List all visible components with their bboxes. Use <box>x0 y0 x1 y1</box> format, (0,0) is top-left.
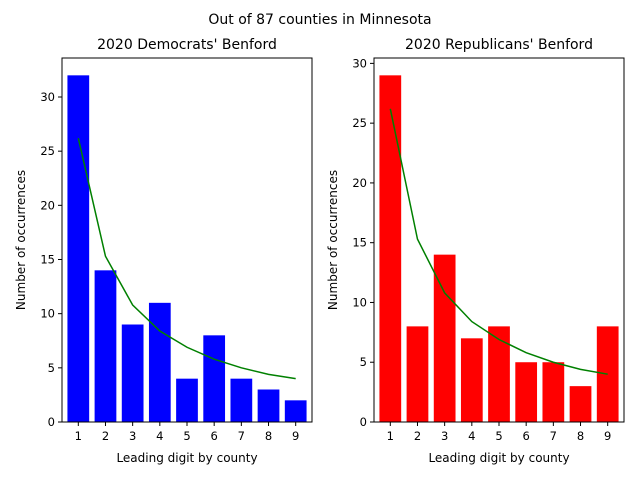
bar <box>203 335 226 422</box>
x-axis-label: Leading digit by county <box>116 451 257 465</box>
series-line <box>77 137 296 380</box>
series-line <box>389 108 608 375</box>
bar <box>94 270 117 422</box>
chart-title: 2020 Republicans' Benford <box>405 37 593 53</box>
y-tick-label: 0 <box>360 415 367 429</box>
y-tick-label: 30 <box>352 56 367 70</box>
x-tick-label: 5 <box>495 429 502 443</box>
x-tick-label: 1 <box>75 429 82 443</box>
bar <box>230 378 253 422</box>
x-tick-label: 7 <box>550 429 557 443</box>
x-tick-label: 7 <box>238 429 245 443</box>
x-tick-label: 8 <box>577 429 584 443</box>
y-tick-label: 10 <box>40 307 55 321</box>
y-tick-label: 5 <box>360 355 367 369</box>
chart-republicans: 2020 Republicans' Benford Leading digit … <box>326 37 625 465</box>
x-tick-label: 8 <box>265 429 272 443</box>
x-axis-label: Leading digit by county <box>428 451 569 465</box>
bar <box>433 254 456 422</box>
bar <box>515 362 538 422</box>
y-tick-label: 10 <box>352 295 367 309</box>
bar <box>176 378 198 422</box>
y-tick-label: 5 <box>48 361 55 375</box>
x-tick-label: 3 <box>441 429 448 443</box>
bar <box>488 326 510 422</box>
x-tick-label: 4 <box>156 429 163 443</box>
x-tick-label: 2 <box>414 429 421 443</box>
y-tick-label: 15 <box>40 253 55 267</box>
bar <box>569 386 592 422</box>
x-tick-label: 6 <box>523 429 530 443</box>
x-tick-label: 3 <box>129 429 136 443</box>
bar <box>542 362 565 422</box>
bar <box>121 324 144 422</box>
bar <box>257 389 280 422</box>
x-tick-label: 6 <box>211 429 218 443</box>
bar <box>284 400 307 422</box>
y-axis-label: Number of occurrences <box>326 170 340 310</box>
bar <box>67 75 90 422</box>
x-tick-label: 2 <box>102 429 109 443</box>
x-tick-label: 5 <box>183 429 190 443</box>
bar <box>406 326 429 422</box>
y-tick-label: 25 <box>40 144 55 158</box>
y-tick-label: 20 <box>40 198 55 212</box>
y-tick-label: 0 <box>48 415 55 429</box>
bar <box>148 302 171 422</box>
plot-area: 1 2 3 4 5 6 7 8 9 0 5 10 15 20 25 30 <box>40 57 313 443</box>
x-tick-label: 1 <box>387 429 394 443</box>
y-axis-label: Number of occurrences <box>14 170 28 310</box>
y-tick-label: 25 <box>352 116 367 130</box>
bar <box>460 338 483 422</box>
plot-area: 1 2 3 4 5 6 7 8 9 0 5 10 15 20 25 30 <box>352 56 625 443</box>
y-tick-label: 30 <box>40 90 55 104</box>
figure-suptitle: Out of 87 counties in Minnesota <box>208 12 431 28</box>
chart-democrats: 2020 Democrats' Benford Leading digit by… <box>14 37 313 465</box>
x-tick-label: 4 <box>468 429 475 443</box>
x-tick-label: 9 <box>604 429 611 443</box>
chart-title: 2020 Democrats' Benford <box>97 37 277 53</box>
y-tick-label: 15 <box>352 236 367 250</box>
x-tick-label: 9 <box>292 429 299 443</box>
y-tick-label: 20 <box>352 176 367 190</box>
bar <box>379 75 402 422</box>
